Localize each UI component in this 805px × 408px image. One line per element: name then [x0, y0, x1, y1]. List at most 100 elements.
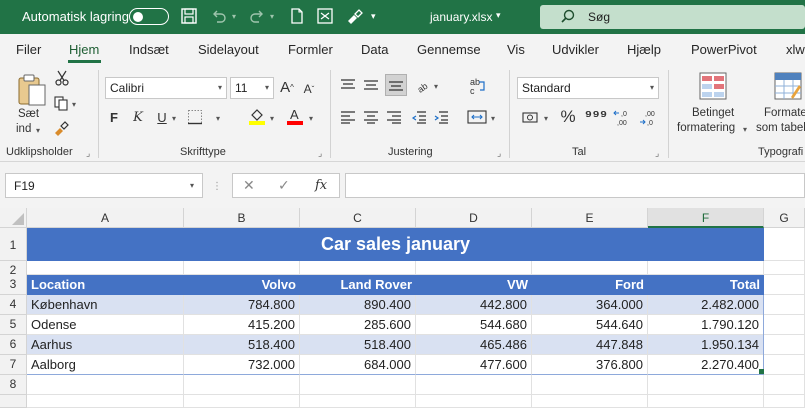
cell[interactable]	[764, 315, 805, 335]
tab-indsaet[interactable]: Indsæt	[129, 42, 169, 57]
merge-center-icon[interactable]	[466, 108, 488, 126]
bold-button[interactable]: F	[110, 109, 118, 125]
name-box[interactable]: F19 ▾	[5, 173, 203, 198]
increase-decimal-icon[interactable]: ,0,00	[613, 107, 633, 127]
table-cell[interactable]: 732.000	[184, 355, 300, 375]
paste-label-2[interactable]: ind	[16, 123, 32, 135]
align-right-icon[interactable]	[385, 108, 403, 126]
tab-sidelayout[interactable]: Sidelayout	[198, 42, 259, 57]
merge-dropdown-icon[interactable]: ▾	[491, 114, 496, 123]
align-top-icon[interactable]	[339, 76, 357, 94]
tab-xlw[interactable]: xlw	[786, 42, 805, 57]
open-file-icon[interactable]	[316, 7, 336, 27]
conditional-formatting-label-1[interactable]: Betinget	[692, 107, 735, 119]
tab-udvikler[interactable]: Udvikler	[552, 42, 599, 57]
tab-vis[interactable]: Vis	[507, 42, 525, 57]
undo-dropdown-icon[interactable]: ▾	[232, 12, 237, 21]
confirm-entry-icon[interactable]: ✓	[278, 177, 290, 193]
table-cell[interactable]: 890.400	[300, 295, 416, 315]
filename-caret-icon[interactable]: ▾	[496, 10, 501, 20]
increase-indent-icon[interactable]	[432, 108, 450, 126]
table-cell[interactable]: København	[27, 295, 184, 315]
new-file-icon[interactable]	[288, 7, 308, 27]
align-left-icon[interactable]	[339, 108, 357, 126]
decrease-decimal-icon[interactable]: ,00,0	[639, 107, 659, 127]
row-header-5[interactable]: 5	[0, 315, 27, 335]
header-cell-location[interactable]: Location	[31, 277, 86, 292]
table-cell[interactable]: 2.482.000	[648, 295, 764, 315]
tab-powerpivot[interactable]: PowerPivot	[691, 42, 757, 57]
column-header-f[interactable]: F	[648, 208, 764, 228]
header-cell-land-rover[interactable]: Land Rover	[340, 277, 412, 292]
cell[interactable]	[184, 375, 300, 395]
insert-function-button[interactable]: fx	[315, 178, 328, 193]
conditional-formatting-icon[interactable]	[697, 70, 729, 102]
table-cell[interactable]: 376.800	[532, 355, 648, 375]
italic-button[interactable]: K	[133, 109, 143, 125]
row-header-9[interactable]	[0, 395, 27, 408]
orientation-icon[interactable]: ab	[414, 76, 434, 94]
sheet-title-cell[interactable]: Car sales january	[27, 228, 764, 261]
tab-hjaelp[interactable]: Hjælp	[627, 42, 661, 57]
cell[interactable]	[532, 395, 648, 408]
row-header-7[interactable]: 7	[0, 355, 27, 375]
align-bottom-icon[interactable]	[385, 74, 407, 96]
cell[interactable]	[764, 375, 805, 395]
font-color-dropdown-icon[interactable]: ▾	[309, 114, 314, 123]
table-cell[interactable]: 447.848	[532, 335, 648, 355]
table-cell[interactable]: 1.790.120	[648, 315, 764, 335]
table-resize-handle[interactable]	[759, 369, 764, 374]
table-cell[interactable]: Odense	[27, 315, 184, 335]
header-cell-volvo[interactable]: Volvo	[261, 277, 296, 292]
fill-color-icon[interactable]	[247, 106, 267, 126]
row-header-4[interactable]: 4	[0, 295, 27, 315]
format-painter-icon[interactable]	[53, 119, 71, 137]
table-cell[interactable]: 684.000	[300, 355, 416, 375]
accounting-format-icon[interactable]	[521, 108, 543, 126]
format-painter-title-icon[interactable]	[345, 7, 365, 27]
column-header-c[interactable]: C	[300, 208, 416, 228]
underline-button[interactable]: U	[157, 109, 167, 125]
column-header-g[interactable]: G	[764, 208, 805, 228]
row-header-1[interactable]: 1	[0, 228, 27, 261]
row-header-8[interactable]: 8	[0, 375, 27, 395]
save-icon[interactable]	[180, 7, 200, 27]
decrease-indent-icon[interactable]	[410, 108, 428, 126]
header-cell-ford[interactable]: Ford	[615, 277, 644, 292]
paste-icon[interactable]	[14, 72, 50, 108]
cell[interactable]	[648, 395, 764, 408]
cell[interactable]	[764, 228, 805, 261]
format-as-table-label-1[interactable]: Formater	[764, 107, 805, 119]
table-cell[interactable]: 1.950.134	[648, 335, 764, 355]
header-cell-vw[interactable]: VW	[507, 277, 528, 292]
autosave-toggle[interactable]	[129, 8, 169, 25]
table-cell[interactable]: 442.800	[416, 295, 532, 315]
paste-label-1[interactable]: Sæt	[18, 108, 40, 120]
percent-icon[interactable]: %	[560, 107, 576, 126]
font-color-icon[interactable]: A	[285, 106, 305, 126]
cell[interactable]	[27, 395, 184, 408]
wrap-text-icon[interactable]: ab c	[468, 76, 488, 96]
worksheet-grid[interactable]: A B C D E F G 1 2 3 4 5 6 7 8 Car sales …	[0, 208, 805, 408]
cell[interactable]	[764, 275, 805, 295]
align-middle-icon[interactable]	[362, 76, 380, 94]
thousands-separator-icon[interactable]: ⁹⁹⁹	[584, 108, 608, 125]
table-cell[interactable]: 415.200	[184, 315, 300, 335]
select-all-corner[interactable]	[0, 208, 27, 228]
table-cell[interactable]: Aalborg	[27, 355, 184, 375]
format-as-table-label-2[interactable]: som tabel	[756, 122, 805, 134]
cell[interactable]	[300, 395, 416, 408]
clipboard-launcher-icon[interactable]: ⌟	[86, 148, 91, 158]
copy-icon[interactable]	[52, 94, 70, 112]
tab-formler[interactable]: Formler	[288, 42, 333, 57]
orientation-dropdown-icon[interactable]: ▾	[434, 82, 439, 91]
cancel-entry-icon[interactable]: ✕	[243, 177, 255, 193]
cell[interactable]	[764, 261, 805, 275]
cell[interactable]	[300, 375, 416, 395]
conditional-formatting-dropdown-icon[interactable]: ▾	[743, 125, 748, 134]
fill-color-dropdown-icon[interactable]: ▾	[270, 114, 275, 123]
cell[interactable]	[532, 261, 648, 275]
row-header-6[interactable]: 6	[0, 335, 27, 355]
tab-hjem[interactable]: Hjem	[69, 42, 100, 57]
